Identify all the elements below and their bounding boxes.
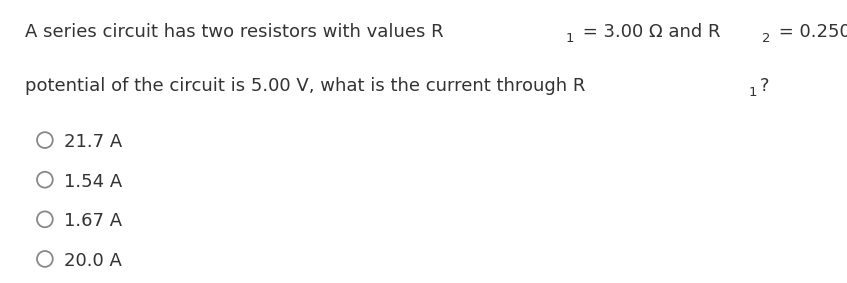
Text: 1: 1 xyxy=(566,32,574,45)
Text: = 3.00 Ω and R: = 3.00 Ω and R xyxy=(577,23,720,41)
Text: 21.7 A: 21.7 A xyxy=(64,133,122,151)
Text: = 0.250 Ω. If the: = 0.250 Ω. If the xyxy=(772,23,847,41)
Text: 1.67 A: 1.67 A xyxy=(64,213,122,230)
Text: ?: ? xyxy=(760,77,769,95)
Text: 1: 1 xyxy=(749,86,757,99)
Text: potential of the circuit is 5.00 V, what is the current through R: potential of the circuit is 5.00 V, what… xyxy=(25,77,586,95)
Text: 20.0 A: 20.0 A xyxy=(64,252,121,270)
Text: 1.54 A: 1.54 A xyxy=(64,173,122,191)
Text: A series circuit has two resistors with values R: A series circuit has two resistors with … xyxy=(25,23,444,41)
Text: 2: 2 xyxy=(761,32,770,45)
